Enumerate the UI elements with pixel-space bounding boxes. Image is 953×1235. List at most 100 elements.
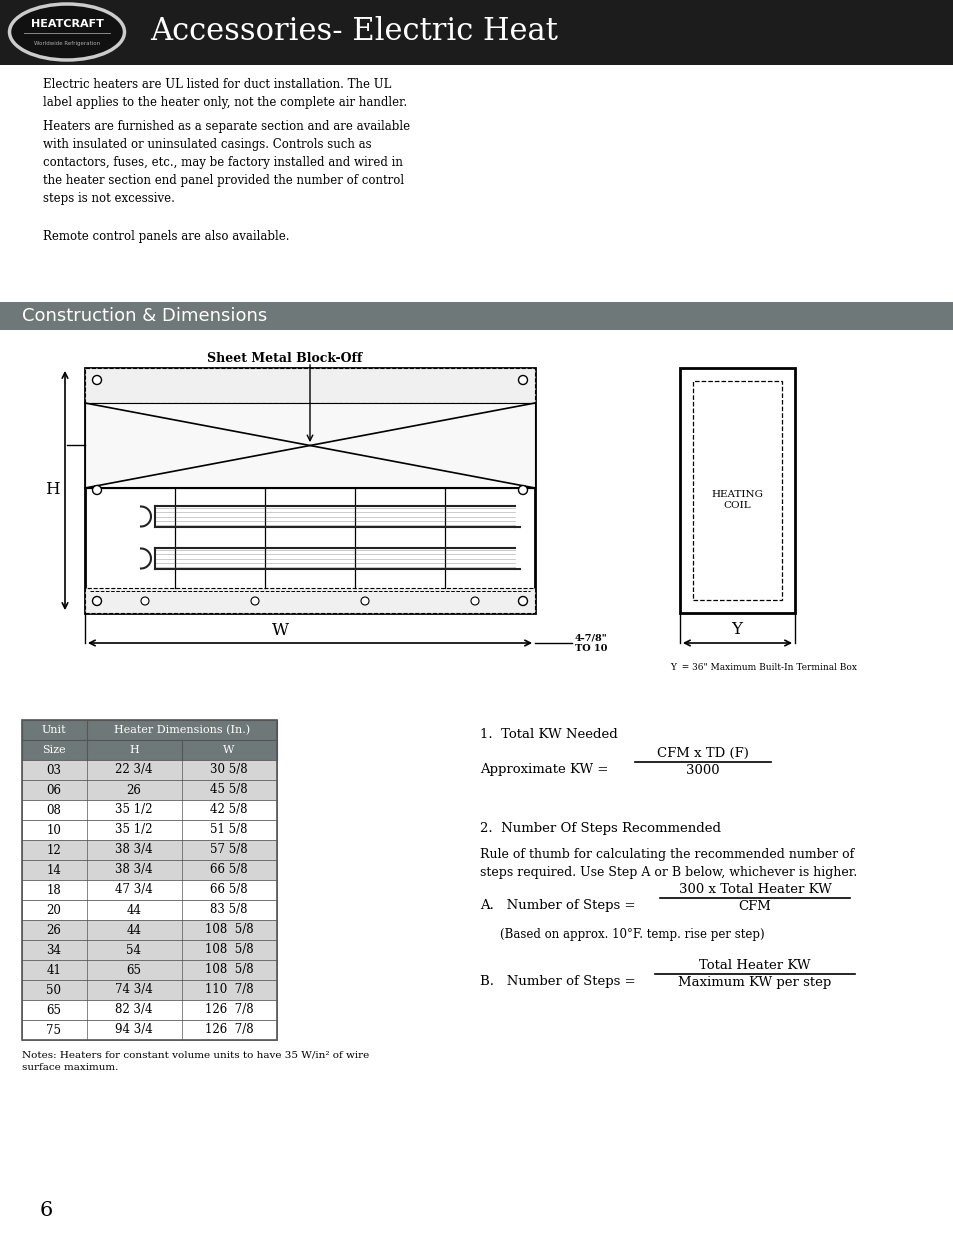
Text: Construction & Dimensions: Construction & Dimensions: [22, 308, 267, 325]
Bar: [0, 303, 953, 330]
Bar: [22, 860, 276, 881]
Text: 44: 44: [127, 924, 141, 936]
Text: 108  5/8: 108 5/8: [205, 963, 253, 977]
Text: 06: 06: [47, 783, 61, 797]
Text: Total Heater KW: Total Heater KW: [699, 960, 810, 972]
Bar: [22, 900, 276, 920]
Text: 35 1/2: 35 1/2: [115, 824, 152, 836]
Text: CFM: CFM: [738, 900, 771, 913]
Text: Size: Size: [42, 745, 66, 755]
Text: HEATCRAFT: HEATCRAFT: [30, 19, 103, 28]
Text: 108  5/8: 108 5/8: [205, 944, 253, 956]
Text: Sheet Metal Block-Off: Sheet Metal Block-Off: [207, 352, 362, 364]
Text: 34: 34: [47, 944, 61, 956]
Bar: [22, 940, 276, 960]
Text: HEATING
COIL: HEATING COIL: [710, 490, 762, 510]
Text: 94 3/4: 94 3/4: [115, 1024, 152, 1036]
Text: Rule of thumb for calculating the recommended number of
steps required. Use Step: Rule of thumb for calculating the recomm…: [479, 848, 857, 879]
Circle shape: [518, 597, 527, 605]
Text: 35 1/2: 35 1/2: [115, 804, 152, 816]
Text: 47 3/4: 47 3/4: [115, 883, 152, 897]
Text: Electric heaters are UL listed for duct installation. The UL
label applies to th: Electric heaters are UL listed for duct …: [43, 78, 407, 109]
Bar: [85, 588, 535, 613]
Text: 74 3/4: 74 3/4: [115, 983, 152, 997]
Bar: [22, 1000, 276, 1020]
Bar: [22, 781, 276, 800]
Bar: [22, 760, 276, 781]
Bar: [22, 960, 276, 981]
Circle shape: [471, 597, 478, 605]
Text: 66 5/8: 66 5/8: [210, 863, 248, 877]
Text: CFM x TD (F): CFM x TD (F): [657, 747, 748, 760]
Text: 65: 65: [127, 963, 141, 977]
Text: 54: 54: [127, 944, 141, 956]
Text: 1.  Total KW Needed: 1. Total KW Needed: [479, 727, 618, 741]
Bar: [22, 820, 276, 840]
Text: 75: 75: [47, 1024, 61, 1036]
Text: 14: 14: [47, 863, 61, 877]
Bar: [679, 368, 794, 613]
Text: 57 5/8: 57 5/8: [210, 844, 248, 857]
Bar: [22, 1020, 276, 1040]
Bar: [85, 403, 535, 488]
Text: 22 3/4: 22 3/4: [115, 763, 152, 777]
Text: 26: 26: [47, 924, 61, 936]
Text: 83 5/8: 83 5/8: [210, 904, 248, 916]
Text: (Based on approx. 10°F. temp. rise per step): (Based on approx. 10°F. temp. rise per s…: [499, 927, 763, 941]
Text: 44: 44: [127, 904, 141, 916]
Text: 108  5/8: 108 5/8: [205, 924, 253, 936]
Text: W: W: [223, 745, 234, 755]
Text: 38 3/4: 38 3/4: [115, 863, 152, 877]
Text: Approximate KW =: Approximate KW =: [479, 763, 608, 777]
Text: Heaters are furnished as a separate section and are available
with insulated or : Heaters are furnished as a separate sect…: [43, 120, 410, 205]
Text: 30 5/8: 30 5/8: [210, 763, 248, 777]
Text: 66 5/8: 66 5/8: [210, 883, 248, 897]
Bar: [22, 981, 276, 1000]
Text: Maximum KW per step: Maximum KW per step: [678, 976, 831, 989]
Circle shape: [518, 375, 527, 384]
Text: 12: 12: [47, 844, 61, 857]
Text: Accessories- Electric Heat: Accessories- Electric Heat: [150, 16, 558, 47]
Bar: [22, 920, 276, 940]
Text: W: W: [272, 622, 288, 638]
Text: 50: 50: [47, 983, 61, 997]
Text: Remote control panels are also available.: Remote control panels are also available…: [43, 230, 289, 243]
Circle shape: [518, 485, 527, 494]
Circle shape: [251, 597, 258, 605]
Circle shape: [92, 597, 101, 605]
Text: 65: 65: [47, 1004, 61, 1016]
Text: 18: 18: [47, 883, 61, 897]
Text: 4-7/8"
TO 10: 4-7/8" TO 10: [575, 634, 607, 653]
Bar: [85, 368, 535, 613]
Text: Y: Y: [731, 621, 741, 638]
Text: Worldwide Refrigeration: Worldwide Refrigeration: [34, 41, 100, 46]
Text: 82 3/4: 82 3/4: [115, 1004, 152, 1016]
Text: A.   Number of Steps =: A. Number of Steps =: [479, 899, 635, 913]
Text: 42 5/8: 42 5/8: [210, 804, 248, 816]
Bar: [22, 720, 276, 740]
Text: 20: 20: [47, 904, 61, 916]
Ellipse shape: [10, 4, 125, 61]
Text: 10: 10: [47, 824, 61, 836]
Text: 26: 26: [127, 783, 141, 797]
Text: 38 3/4: 38 3/4: [115, 844, 152, 857]
Text: 45 5/8: 45 5/8: [210, 783, 248, 797]
Text: 51 5/8: 51 5/8: [210, 824, 248, 836]
Text: 2.  Number Of Steps Recommended: 2. Number Of Steps Recommended: [479, 823, 720, 835]
Text: H: H: [45, 482, 59, 499]
Circle shape: [360, 597, 369, 605]
Text: 300 x Total Heater KW: 300 x Total Heater KW: [678, 883, 830, 897]
Circle shape: [141, 597, 149, 605]
Bar: [0, 0, 953, 65]
Text: 126  7/8: 126 7/8: [205, 1024, 253, 1036]
Text: 03: 03: [47, 763, 61, 777]
Text: Unit: Unit: [42, 725, 67, 735]
Text: 6: 6: [40, 1200, 53, 1219]
Text: Notes: Heaters for constant volume units to have 35 W/in² of wire
surface maximu: Notes: Heaters for constant volume units…: [22, 1050, 369, 1072]
Text: B.   Number of Steps =: B. Number of Steps =: [479, 976, 635, 988]
Text: 41: 41: [47, 963, 61, 977]
Bar: [22, 740, 276, 760]
Text: 126  7/8: 126 7/8: [205, 1004, 253, 1016]
Bar: [22, 881, 276, 900]
Bar: [692, 382, 781, 600]
